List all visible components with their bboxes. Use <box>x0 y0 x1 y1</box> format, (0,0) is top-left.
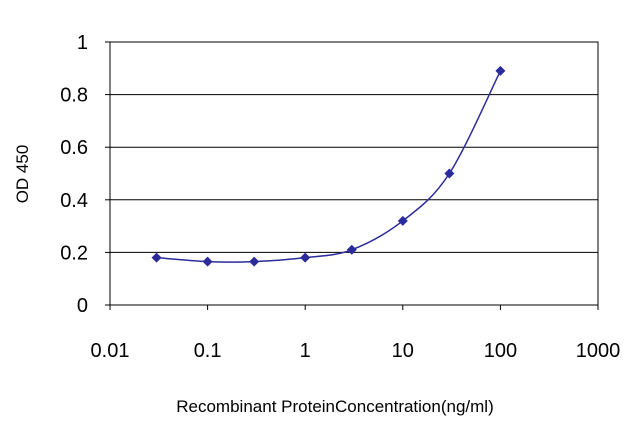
y-axis-label: OD 450 <box>13 145 32 204</box>
data-point-marker <box>346 244 357 255</box>
y-tick-label: 0.6 <box>60 137 88 159</box>
x-tick-label: 1 <box>300 340 311 362</box>
y-tick-label: 1 <box>77 32 88 54</box>
data-point-marker <box>495 65 506 76</box>
series-line <box>156 70 502 263</box>
x-tick-label: 100 <box>484 340 517 362</box>
data-point-marker <box>444 168 455 179</box>
x-tick-label: 1000 <box>576 340 621 362</box>
y-axis-ticks: 0 0.2 0.4 0.6 0.8 1 <box>60 32 110 317</box>
x-axis-label: Recombinant ProteinConcentration(ng/ml) <box>176 397 494 416</box>
data-point-marker <box>249 256 260 267</box>
y-tick-label: 0.2 <box>60 242 88 264</box>
data-point-marker <box>151 252 162 263</box>
x-tick-label: 10 <box>392 340 414 362</box>
y-tick-label: 0 <box>77 295 88 317</box>
data-point-marker <box>202 256 213 267</box>
data-points <box>151 65 506 267</box>
y-tick-label: 0.4 <box>60 190 88 212</box>
x-tick-label: 0.01 <box>91 340 130 362</box>
y-tick-label: 0.8 <box>60 85 88 107</box>
data-point-marker <box>397 215 408 226</box>
x-axis-ticks: 0.01 0.1 1 10 100 1000 <box>91 305 621 362</box>
data-point-marker <box>300 252 311 263</box>
grid-lines <box>110 94 598 253</box>
x-tick-label: 0.1 <box>194 340 222 362</box>
plot-area-frame <box>109 41 599 306</box>
